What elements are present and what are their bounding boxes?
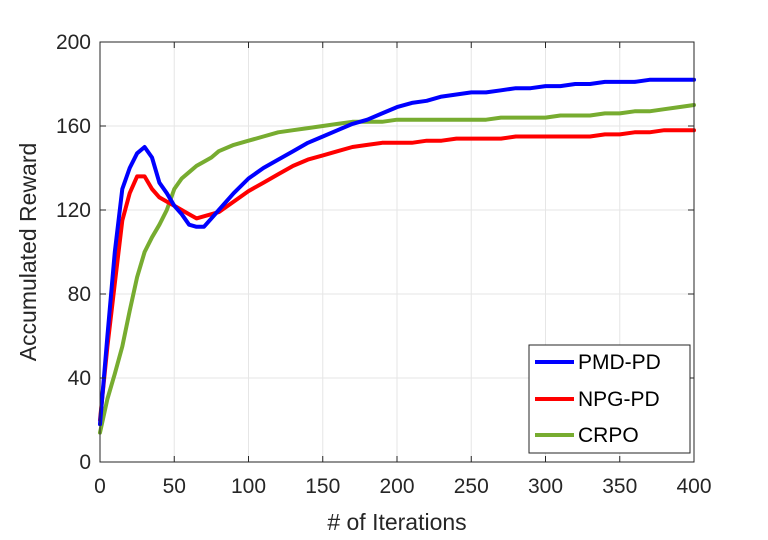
y-tick-label: 0 (79, 451, 91, 474)
legend-label-pmd-pd: PMD-PD (578, 351, 661, 374)
y-tick-label: 160 (56, 115, 91, 138)
series-line-pmd-pd (98, 77, 696, 427)
x-tick-label: 50 (163, 475, 186, 498)
series-line-npg-pd (98, 128, 696, 422)
x-tick-label: 350 (602, 475, 637, 498)
y-axis-title: Accumulated Reward (15, 143, 41, 362)
y-tick-label: 40 (68, 367, 91, 390)
legend: PMD-PD NPG-PD CRPO (528, 344, 691, 454)
x-axis-title: # of Iterations (327, 509, 466, 535)
x-tick-label: 200 (379, 475, 414, 498)
x-tick-label: 400 (676, 475, 711, 498)
series-line-crpo (98, 103, 696, 435)
y-tick-label: 120 (56, 199, 91, 222)
y-tick-label: 80 (68, 283, 91, 306)
y-tick-label: 200 (56, 31, 91, 54)
x-tick-label: 300 (528, 475, 563, 498)
legend-label-npg-pd: NPG-PD (578, 388, 660, 411)
x-tick-label: 250 (454, 475, 489, 498)
legend-label-crpo: CRPO (578, 424, 639, 447)
x-tick-label: 0 (94, 475, 106, 498)
axis-ticks: 0 50 100 150 200 250 300 350 400 0 40 80 120 160 200 (56, 31, 712, 498)
x-tick-label: 150 (305, 475, 340, 498)
series-layer (98, 77, 696, 435)
x-tick-label: 100 (231, 475, 266, 498)
